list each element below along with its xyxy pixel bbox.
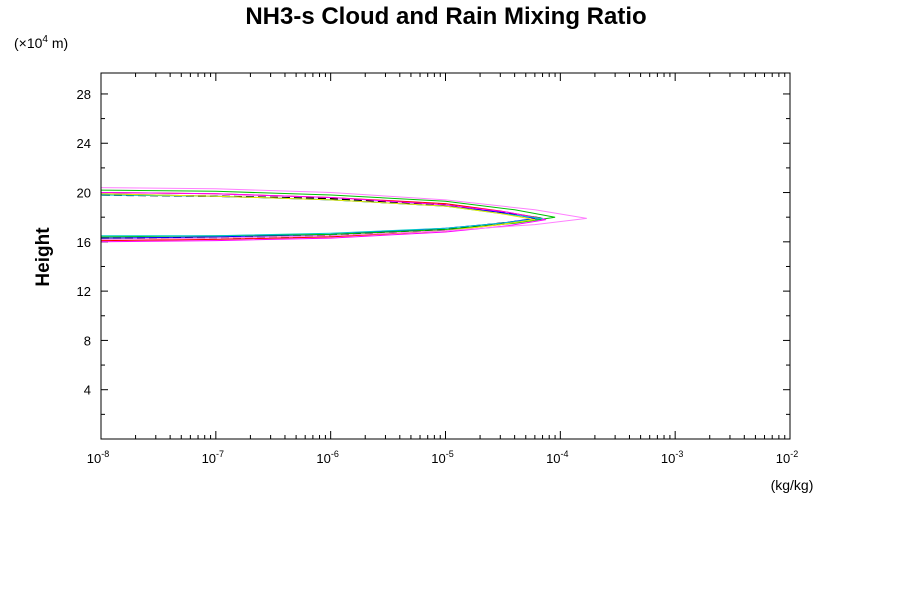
y-tick-label: 12: [77, 284, 91, 299]
x-tick-exponent: -8: [101, 449, 109, 459]
x-tick-label: 10-7: [202, 449, 224, 466]
x-tick-exponent: -5: [446, 449, 454, 459]
series-line-6: [100, 194, 543, 237]
x-tick-base: 10: [431, 451, 445, 466]
y-unit-prefix: (×10: [14, 35, 43, 51]
series-line-5: [100, 192, 547, 243]
x-tick-exponent: -7: [216, 449, 224, 459]
y-unit-exponent: 4: [42, 34, 48, 45]
y-tick-label: 4: [84, 383, 91, 398]
series-line-3: [100, 193, 535, 239]
x-tick-label: 10-6: [316, 449, 338, 466]
x-tick-exponent: -2: [790, 449, 798, 459]
x-tick-exponent: -3: [675, 449, 683, 459]
series-line-4: [100, 189, 556, 238]
x-tick-label: 10-4: [546, 449, 568, 466]
x-tick-label: 10-8: [87, 449, 109, 466]
x-tick-base: 10: [661, 451, 675, 466]
y-tick-label: 16: [77, 235, 91, 250]
chart-title: NH3-s Cloud and Rain Mixing Ratio: [245, 3, 646, 30]
x-tick-base: 10: [202, 451, 216, 466]
y-axis-label: Height: [33, 227, 54, 287]
x-axis-label: (kg/kg): [771, 477, 814, 493]
x-tick-exponent: -6: [331, 449, 339, 459]
x-tick-base: 10: [87, 451, 101, 466]
series-line-7: [100, 193, 535, 240]
ticks-layer: [100, 73, 791, 439]
y-tick-label: 28: [77, 87, 91, 102]
series-line-1: [100, 194, 543, 239]
x-tick-base: 10: [776, 451, 790, 466]
y-tick-label: 8: [84, 333, 91, 348]
x-tick-base: 10: [546, 451, 560, 466]
x-tick-exponent: -4: [561, 449, 569, 459]
y-axis-unit: (×104 m): [14, 34, 68, 51]
x-tick-label: 10-2: [776, 449, 798, 466]
series-layer: [100, 187, 587, 243]
plot-frame: [100, 72, 791, 440]
y-tick-label: 24: [77, 136, 91, 151]
x-tick-base: 10: [316, 451, 330, 466]
x-tick-label: 10-5: [431, 449, 453, 466]
series-line-8: [100, 187, 587, 240]
y-tick-label: 20: [77, 186, 91, 201]
y-unit-suffix: m): [48, 35, 68, 51]
x-tick-label: 10-3: [661, 449, 683, 466]
